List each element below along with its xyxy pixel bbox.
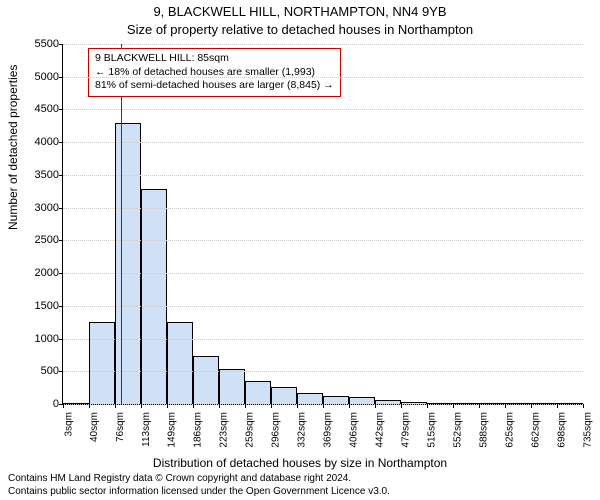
bar <box>245 381 271 404</box>
x-tick-mark <box>479 404 480 408</box>
x-tick-label: 296sqm <box>271 412 282 448</box>
y-tick-mark <box>59 208 63 209</box>
x-tick-label: 406sqm <box>349 412 360 448</box>
y-tick-label: 5000 <box>35 71 59 83</box>
x-tick-mark <box>401 404 402 408</box>
bar <box>193 356 219 404</box>
gridline <box>63 371 583 372</box>
bars-group <box>63 44 583 404</box>
y-tick-mark <box>59 44 63 45</box>
x-tick-mark <box>505 404 506 408</box>
y-tick-label: 4000 <box>35 136 59 148</box>
x-tick-label: 186sqm <box>193 412 204 448</box>
gridline <box>63 208 583 209</box>
x-tick-mark <box>323 404 324 408</box>
x-tick-mark <box>349 404 350 408</box>
x-tick-mark <box>427 404 428 408</box>
x-tick-label: 332sqm <box>297 412 308 448</box>
y-tick-mark <box>59 273 63 274</box>
x-tick-label: 552sqm <box>453 412 464 448</box>
y-tick-mark <box>59 77 63 78</box>
x-tick-label: 588sqm <box>479 412 490 448</box>
y-tick-mark <box>59 142 63 143</box>
x-tick-mark <box>193 404 194 408</box>
y-tick-mark <box>59 339 63 340</box>
gridline <box>63 240 583 241</box>
x-tick-mark <box>297 404 298 408</box>
x-tick-mark <box>271 404 272 408</box>
histogram-chart: 9, BLACKWELL HILL, NORTHAMPTON, NN4 9YB … <box>0 0 600 500</box>
y-tick-label: 1000 <box>35 333 59 345</box>
y-tick-mark <box>59 371 63 372</box>
y-tick-mark <box>59 240 63 241</box>
x-tick-label: 149sqm <box>167 412 178 448</box>
plot-area: 9 BLACKWELL HILL: 85sqm← 18% of detached… <box>62 44 583 405</box>
gridline <box>63 44 583 45</box>
x-tick-mark <box>245 404 246 408</box>
annotation-line: 81% of semi-detached houses are larger (… <box>95 79 334 93</box>
bar <box>323 396 349 405</box>
x-tick-label: 369sqm <box>323 412 334 448</box>
x-tick-mark <box>167 404 168 408</box>
marker-line <box>121 44 122 404</box>
bar <box>89 322 115 404</box>
x-tick-mark <box>89 404 90 408</box>
x-tick-label: 442sqm <box>375 412 386 448</box>
footer-line-2: Contains public sector information licen… <box>8 486 390 499</box>
bar <box>297 393 323 404</box>
x-tick-mark <box>583 404 584 408</box>
x-tick-mark <box>375 404 376 408</box>
x-tick-label: 698sqm <box>557 412 568 448</box>
footer-line-1: Contains HM Land Registry data © Crown c… <box>8 473 390 486</box>
x-tick-label: 3sqm <box>63 412 74 436</box>
chart-title-main: 9, BLACKWELL HILL, NORTHAMPTON, NN4 9YB <box>0 4 600 19</box>
bar <box>219 369 245 404</box>
x-tick-mark <box>219 404 220 408</box>
x-tick-mark <box>453 404 454 408</box>
x-tick-label: 479sqm <box>401 412 412 448</box>
y-tick-mark <box>59 109 63 110</box>
annotation-box: 9 BLACKWELL HILL: 85sqm← 18% of detached… <box>88 48 341 97</box>
x-tick-label: 76sqm <box>115 412 126 442</box>
x-tick-label: 625sqm <box>505 412 516 448</box>
gridline <box>63 339 583 340</box>
y-tick-label: 2000 <box>35 267 59 279</box>
x-tick-label: 515sqm <box>427 412 438 448</box>
x-tick-mark <box>141 404 142 408</box>
gridline <box>63 142 583 143</box>
gridline <box>63 306 583 307</box>
bar <box>115 123 141 404</box>
footer-text: Contains HM Land Registry data © Crown c… <box>8 473 390 498</box>
x-tick-label: 223sqm <box>219 412 230 448</box>
x-tick-mark <box>531 404 532 408</box>
y-tick-label: 3500 <box>35 169 59 181</box>
gridline <box>63 77 583 78</box>
x-tick-label: 662sqm <box>531 412 542 448</box>
gridline <box>63 109 583 110</box>
y-tick-label: 3000 <box>35 202 59 214</box>
chart-title-sub: Size of property relative to detached ho… <box>0 22 600 37</box>
gridline <box>63 273 583 274</box>
y-tick-label: 4500 <box>35 103 59 115</box>
x-tick-label: 40sqm <box>89 412 100 442</box>
y-tick-label: 1500 <box>35 300 59 312</box>
y-tick-label: 5500 <box>35 38 59 50</box>
y-tick-mark <box>59 175 63 176</box>
y-tick-label: 500 <box>41 365 59 377</box>
x-tick-mark <box>557 404 558 408</box>
x-tick-label: 735sqm <box>583 412 594 448</box>
y-tick-label: 2500 <box>35 234 59 246</box>
y-tick-mark <box>59 306 63 307</box>
bar <box>167 322 193 404</box>
annotation-line: 9 BLACKWELL HILL: 85sqm <box>95 52 334 66</box>
y-axis-label: Number of detached properties <box>6 65 20 230</box>
bar <box>271 387 297 404</box>
x-tick-mark <box>115 404 116 408</box>
x-tick-label: 259sqm <box>245 412 256 448</box>
x-tick-mark <box>63 404 64 408</box>
gridline <box>63 175 583 176</box>
x-axis-label: Distribution of detached houses by size … <box>0 456 600 470</box>
x-tick-label: 113sqm <box>141 412 152 447</box>
